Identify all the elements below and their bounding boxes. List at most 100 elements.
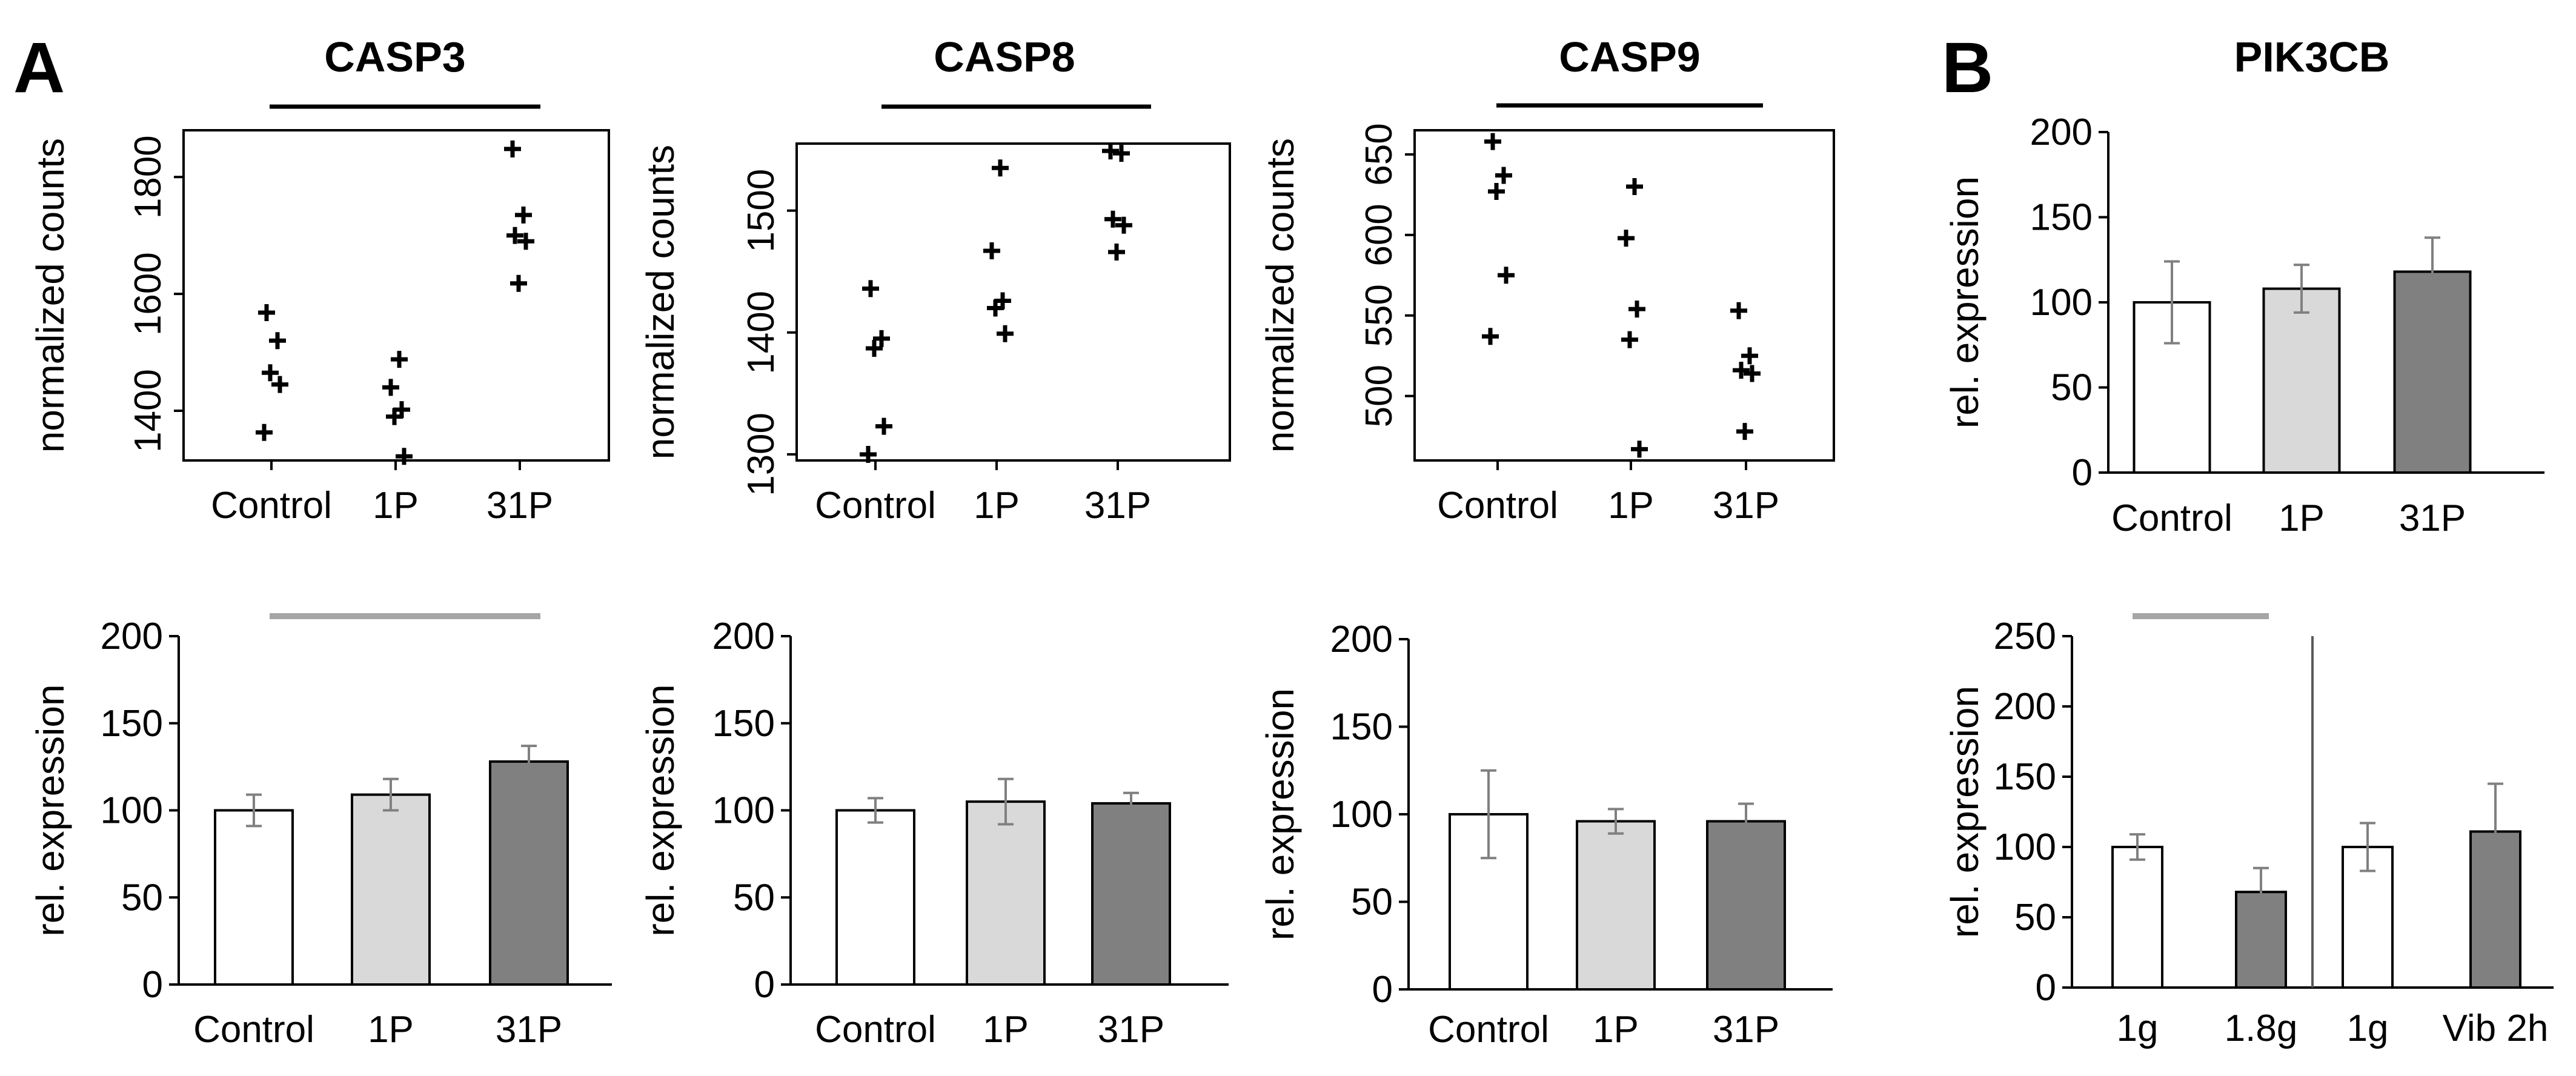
casp9-scatter-data-point [1733,362,1750,379]
casp3-scatter-data-point [386,408,403,425]
casp3-bar-y-tick-label: 200 [101,616,163,657]
pik3cb-conditions-bar-y-tick-label: 150 [1994,756,2056,798]
pik3cb-conditions-bar-category-label: Vib 2h [2443,1008,2549,1049]
pik3cb-bar-error-bar [2425,236,2440,307]
casp9-scatter-y-tick-label: 550 [1358,284,1400,347]
casp8-scatter-data-point [1108,244,1125,261]
casp9-bar-y-tick-label: 50 [1351,882,1393,923]
casp3-bar-bar [214,809,294,986]
pik3cb-conditions-bar-y-tick-label: 200 [1994,686,2056,728]
casp8-scatter-y-axis-title: normalized counts [639,145,682,459]
casp9-scatter-data-point [1730,302,1747,319]
casp8-scatter-data-point [875,417,892,435]
casp9-bar-chart: rel. expression 0 50 100 150 200 Control 1P 31P [1258,619,1833,1051]
casp3-scatter-data-point [506,227,523,244]
pik3cb-bar-y-tick-label: 200 [2030,111,2093,153]
pik3cb-conditions-bar-y-tick-label: 50 [2014,897,2056,938]
pik3cb-conditions-bar-y-tick-label: 250 [1994,616,2056,657]
casp8-bar-bar [835,809,915,986]
casp9-bar-category-label: 1P [1593,1009,1639,1051]
casp8-scatter-category-label: 1P [974,485,1020,526]
casp3-bar-error-bar [521,745,537,779]
casp8-bar-y-tick-label: 0 [754,964,775,1006]
pik3cb-bar-category-label: 31P [2399,497,2466,539]
casp9-scatter-y-tick-label: 600 [1358,204,1400,266]
casp8-scatter-y-tick-label: 1400 [740,291,782,374]
casp8-scatter-data-point [862,280,879,297]
casp3-bar-y-tick-label: 100 [101,790,163,832]
casp9-bar-bar [1576,820,1656,991]
casp8-bar-bar [1091,802,1171,986]
casp9-scatter-y-tick-label: 500 [1358,365,1400,427]
casp3-scatter-category-label: 1P [373,485,419,526]
casp8-scatter-data-point [987,299,1004,317]
pik3cb-bar-chart: rel. expression 0 50 100 150 200 Control 1P 31P [1943,111,2544,539]
casp8-bar-y-axis-title: rel. expression [639,684,682,936]
casp3-bar-error-bar [246,793,262,828]
casp9-scatter-data-point [1736,423,1753,440]
casp9-scatter-data-point [1628,301,1645,318]
casp3-scatter-chart: normalized counts 1400 1600 1800 Control 1P 31… [28,129,610,526]
casp3-bar-error-bar [383,777,399,812]
casp3-scatter-data-point [515,206,532,224]
casp9-bar-error-bar [1738,802,1754,840]
casp9-title: CASP9 [1559,33,1700,81]
casp3-scatter-y-axis-title: normalized counts [28,138,72,453]
casp8-scatter-data-point [983,242,1000,260]
pik3cb-conditions-bar-error-bar [2488,782,2503,881]
casp9-scatter-data-point [1495,167,1512,184]
pik3cb-conditions-bar-bar [2111,846,2163,989]
casp3-bar-bar [489,760,569,986]
casp8-bar-y-tick-label: 50 [733,877,775,918]
casp9-scatter-category-label: 1P [1608,485,1654,526]
casp9-scatter-data-point [1626,178,1643,196]
casp3-bar-y-axis-title: rel. expression [28,684,72,936]
pik3cb-bar-error-bar [2294,264,2309,314]
casp8-bar-category-label: Control [815,1009,936,1051]
casp8-bar-error-bar [998,777,1014,826]
casp8-scatter-data-point [873,330,890,347]
casp8-scatter-chart: normalized counts 1300 1400 1500 Control 1P 31… [639,142,1231,526]
pik3cb-conditions-bar-category-label: 1g [2347,1008,2389,1049]
casp8-scatter-y-tick-label: 1300 [740,413,782,496]
casp3-scatter-data-point [382,379,399,396]
casp3-title: CASP3 [324,33,465,81]
casp8-bar-chart: rel. expression 0 50 100 150 200 Control 1P 31P [639,616,1229,1051]
casp9-scatter-data-point [1498,267,1515,284]
casp3-scatter-data-point [396,448,413,465]
casp8-bar-error-bar [1123,791,1139,815]
casp8-bar-bar [966,800,1046,986]
casp3-scatter-category-label: Control [211,485,332,526]
casp3-bar-category-label: 1P [368,1009,414,1051]
casp3-bar-category-label: 31P [496,1009,562,1051]
casp3-scatter-data-point [510,274,527,292]
casp3-scatter-category-label: 31P [486,485,553,526]
casp9-scatter-data-point [1744,365,1761,382]
casp8-bar-y-tick-label: 150 [712,703,775,745]
pik3cb-bar-y-tick-label: 50 [2051,367,2093,409]
casp3-scatter-y-tick-label: 1400 [127,369,169,453]
casp8-scatter-data-point [1115,216,1132,234]
casp9-scatter-chart: normalized counts 500 550 600 650 Control 1P 31… [1258,123,1835,526]
pik3cb-conditions-bar-category-label: 1g [2117,1008,2159,1049]
pik3cb-conditions-bar-y-tick-label: 100 [1994,826,2056,868]
pik3cb-bar-category-label: 1P [2279,497,2325,539]
casp8-scatter-data-point [992,159,1009,177]
pik3cb-conditions-bar-error-bar [2253,866,2269,917]
casp9-bar-error-bar [1481,769,1496,860]
casp8-title: CASP8 [934,33,1075,81]
pik3cb-conditions-bar-y-tick-label: 0 [2036,967,2056,1009]
casp9-scatter-data-point [1631,440,1648,458]
casp8-scatter-data-point [997,325,1014,342]
casp3-scatter-data-point [258,304,275,321]
casp3-scatter-data-point [391,351,408,368]
casp3-bar-bar [351,793,431,986]
casp9-scatter-data-point [1484,133,1501,150]
casp9-scatter-data-point [1621,331,1638,348]
casp8-scatter-data-point [1113,145,1130,162]
casp9-scatter-y-tick-label: 650 [1358,123,1400,185]
pik3cb-bar-error-bar [2164,260,2180,345]
casp9-bar-y-tick-label: 100 [1330,794,1393,835]
casp9-bar-bar [1706,820,1786,991]
casp3-scatter-y-tick-label: 1800 [127,135,169,219]
